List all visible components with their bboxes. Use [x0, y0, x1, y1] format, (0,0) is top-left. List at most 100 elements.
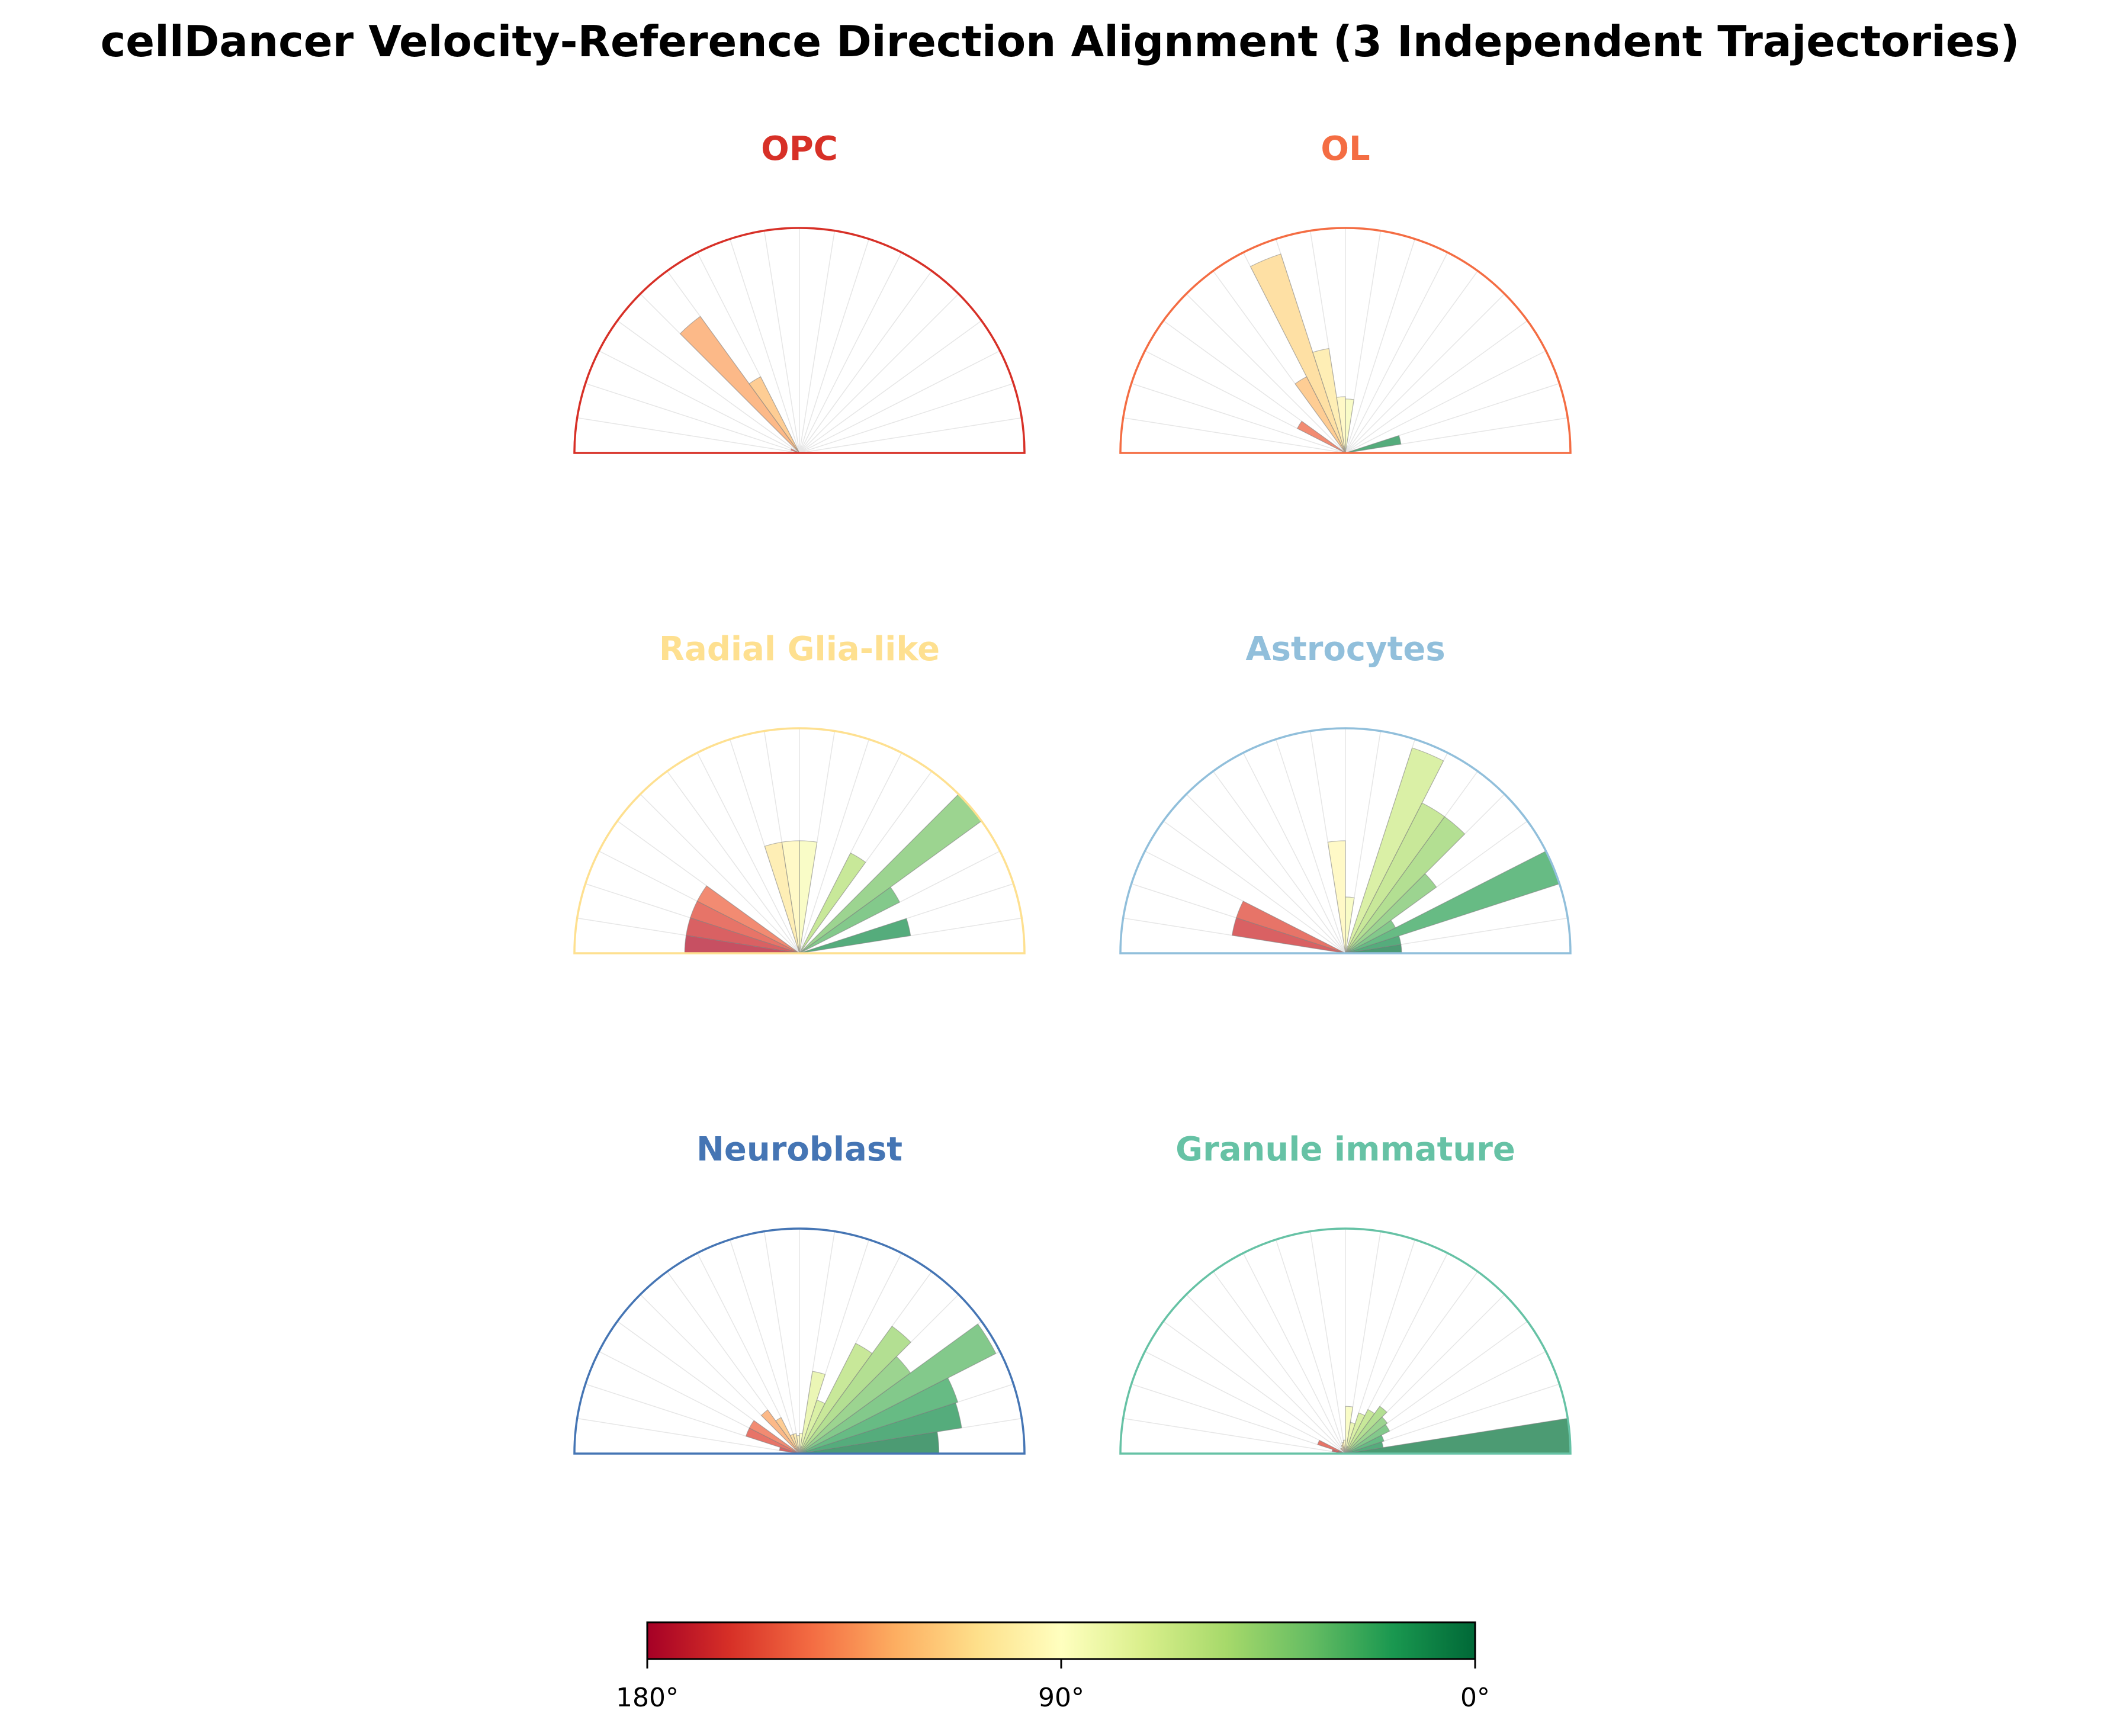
bar-58.5deg — [799, 852, 866, 954]
radial-gridline — [1131, 382, 1346, 454]
radial-gridline — [1309, 1231, 1346, 1454]
bar-130.5deg — [679, 316, 800, 454]
panel-title: Astrocytes — [1245, 630, 1445, 668]
radial-gridline — [799, 350, 1000, 454]
radial-gridline — [1242, 1253, 1346, 1454]
panel-granule-immature: Granule immature — [1119, 1130, 1572, 1455]
bar-121.5deg — [1295, 376, 1346, 454]
polar-panels: OPC OL Radial Glia-like Astrocytes Neuroblas… — [573, 130, 1572, 1455]
radial-gridline — [1186, 293, 1346, 454]
bar-31.5deg — [799, 1323, 997, 1454]
radial-gridline — [1212, 1271, 1346, 1454]
bar-103.5deg — [792, 1433, 800, 1454]
radial-gridline — [1163, 1320, 1346, 1454]
bar-22.5deg — [799, 1377, 959, 1454]
bar-31.5deg — [799, 886, 901, 954]
colorbar: 180° 90° 0° — [616, 1621, 1490, 1713]
panel-title: OL — [1321, 130, 1370, 168]
bar-148.5deg — [749, 1420, 800, 1454]
radial-gridline — [1345, 252, 1448, 454]
radial-gridline — [799, 382, 1014, 454]
radial-gridline — [1345, 271, 1479, 454]
radial-gridline — [799, 320, 982, 454]
panel-opc: OPC — [573, 130, 1026, 454]
radial-gridline — [763, 230, 800, 454]
radial-gridline — [1123, 417, 1346, 454]
bar-85.5deg — [1345, 896, 1355, 954]
bar-121.5deg — [749, 376, 800, 454]
chart-title: cellDancer Velocity-Reference Direction … — [101, 17, 2020, 66]
bar-130.5deg — [1340, 1447, 1346, 1454]
bar-49.5deg — [799, 1325, 911, 1454]
radial-gridline — [577, 1417, 800, 1454]
panel-frame — [1119, 1227, 1572, 1455]
bar-148.5deg — [1296, 420, 1346, 454]
bar-67.5deg — [1345, 747, 1444, 954]
radial-gridline — [799, 739, 870, 954]
radial-gridline — [763, 1231, 800, 1454]
bar-40.5deg — [1345, 873, 1437, 954]
radial-gridline — [1131, 1383, 1346, 1454]
bar-112.5deg — [1249, 253, 1346, 454]
radial-gridline — [1145, 1351, 1346, 1454]
radial-gridline — [799, 293, 959, 454]
radial-gridline — [799, 417, 1022, 454]
radial-gridline — [1186, 793, 1346, 954]
bar-40.5deg — [1345, 1416, 1388, 1454]
panel-frame — [1119, 227, 1572, 454]
bar-49.5deg — [1345, 1406, 1387, 1454]
bar-121.5deg — [775, 1417, 800, 1454]
radial-gridline — [1345, 350, 1546, 454]
panel-frame — [573, 727, 1026, 954]
bar-157.5deg — [1235, 901, 1346, 954]
colorbar-tick-0: 0° — [1460, 1683, 1490, 1713]
radial-gridline — [1186, 1294, 1346, 1454]
radial-gridline — [1345, 293, 1505, 454]
radial-gridline — [640, 793, 800, 954]
bar-13.5deg — [799, 1402, 962, 1454]
panel-title: OPC — [761, 130, 838, 168]
bar-31.5deg — [1345, 1424, 1390, 1454]
panel-title: Radial Glia-like — [659, 630, 940, 668]
bar-13.5deg — [799, 918, 911, 954]
radial-gridline — [1275, 739, 1346, 954]
radial-gridline — [729, 239, 800, 454]
radial-gridline — [599, 350, 800, 454]
panel-neuroblast: Neuroblast — [573, 1130, 1026, 1455]
radial-gridline — [1275, 1239, 1346, 1454]
radial-gridline — [696, 753, 800, 954]
colorbar-tick-180: 180° — [616, 1683, 679, 1713]
bar-22.5deg — [1345, 1435, 1385, 1454]
panel-frame — [1119, 727, 1572, 954]
panel-radial-glia-like: Radial Glia-like — [573, 630, 1026, 954]
bar-94.5deg — [1327, 840, 1346, 954]
bar-94.5deg — [1336, 396, 1346, 454]
radial-gridline — [1345, 320, 1528, 454]
radial-gridline — [799, 271, 933, 454]
panel-astrocytes: Astrocytes — [1119, 630, 1572, 954]
radial-gridline — [729, 1239, 800, 1454]
radial-gridline — [1212, 771, 1346, 954]
radial-gridline — [799, 239, 870, 454]
radial-gridline — [1123, 1417, 1346, 1454]
panel-title: Granule immature — [1175, 1130, 1515, 1169]
panel-frame — [573, 1227, 1026, 1455]
radial-gridline — [577, 417, 800, 454]
bar-49.5deg — [1345, 816, 1466, 954]
radial-gridline — [799, 252, 902, 454]
radial-gridline — [799, 230, 836, 454]
panel-frame — [573, 227, 1026, 454]
radial-gridline — [1345, 239, 1416, 454]
radial-gridline — [1163, 820, 1346, 954]
colorbar-gradient — [646, 1621, 1476, 1660]
radial-gridline — [666, 771, 800, 954]
bar-103.5deg — [1312, 348, 1346, 454]
radial-gridline — [617, 320, 800, 454]
radial-gridline — [585, 382, 800, 454]
bar-148.5deg — [696, 885, 800, 954]
panel-title: Neuroblast — [696, 1130, 902, 1169]
bar-13.5deg — [1345, 435, 1402, 454]
bar-130.5deg — [760, 1409, 800, 1454]
bar-157.5deg — [1317, 1439, 1346, 1454]
